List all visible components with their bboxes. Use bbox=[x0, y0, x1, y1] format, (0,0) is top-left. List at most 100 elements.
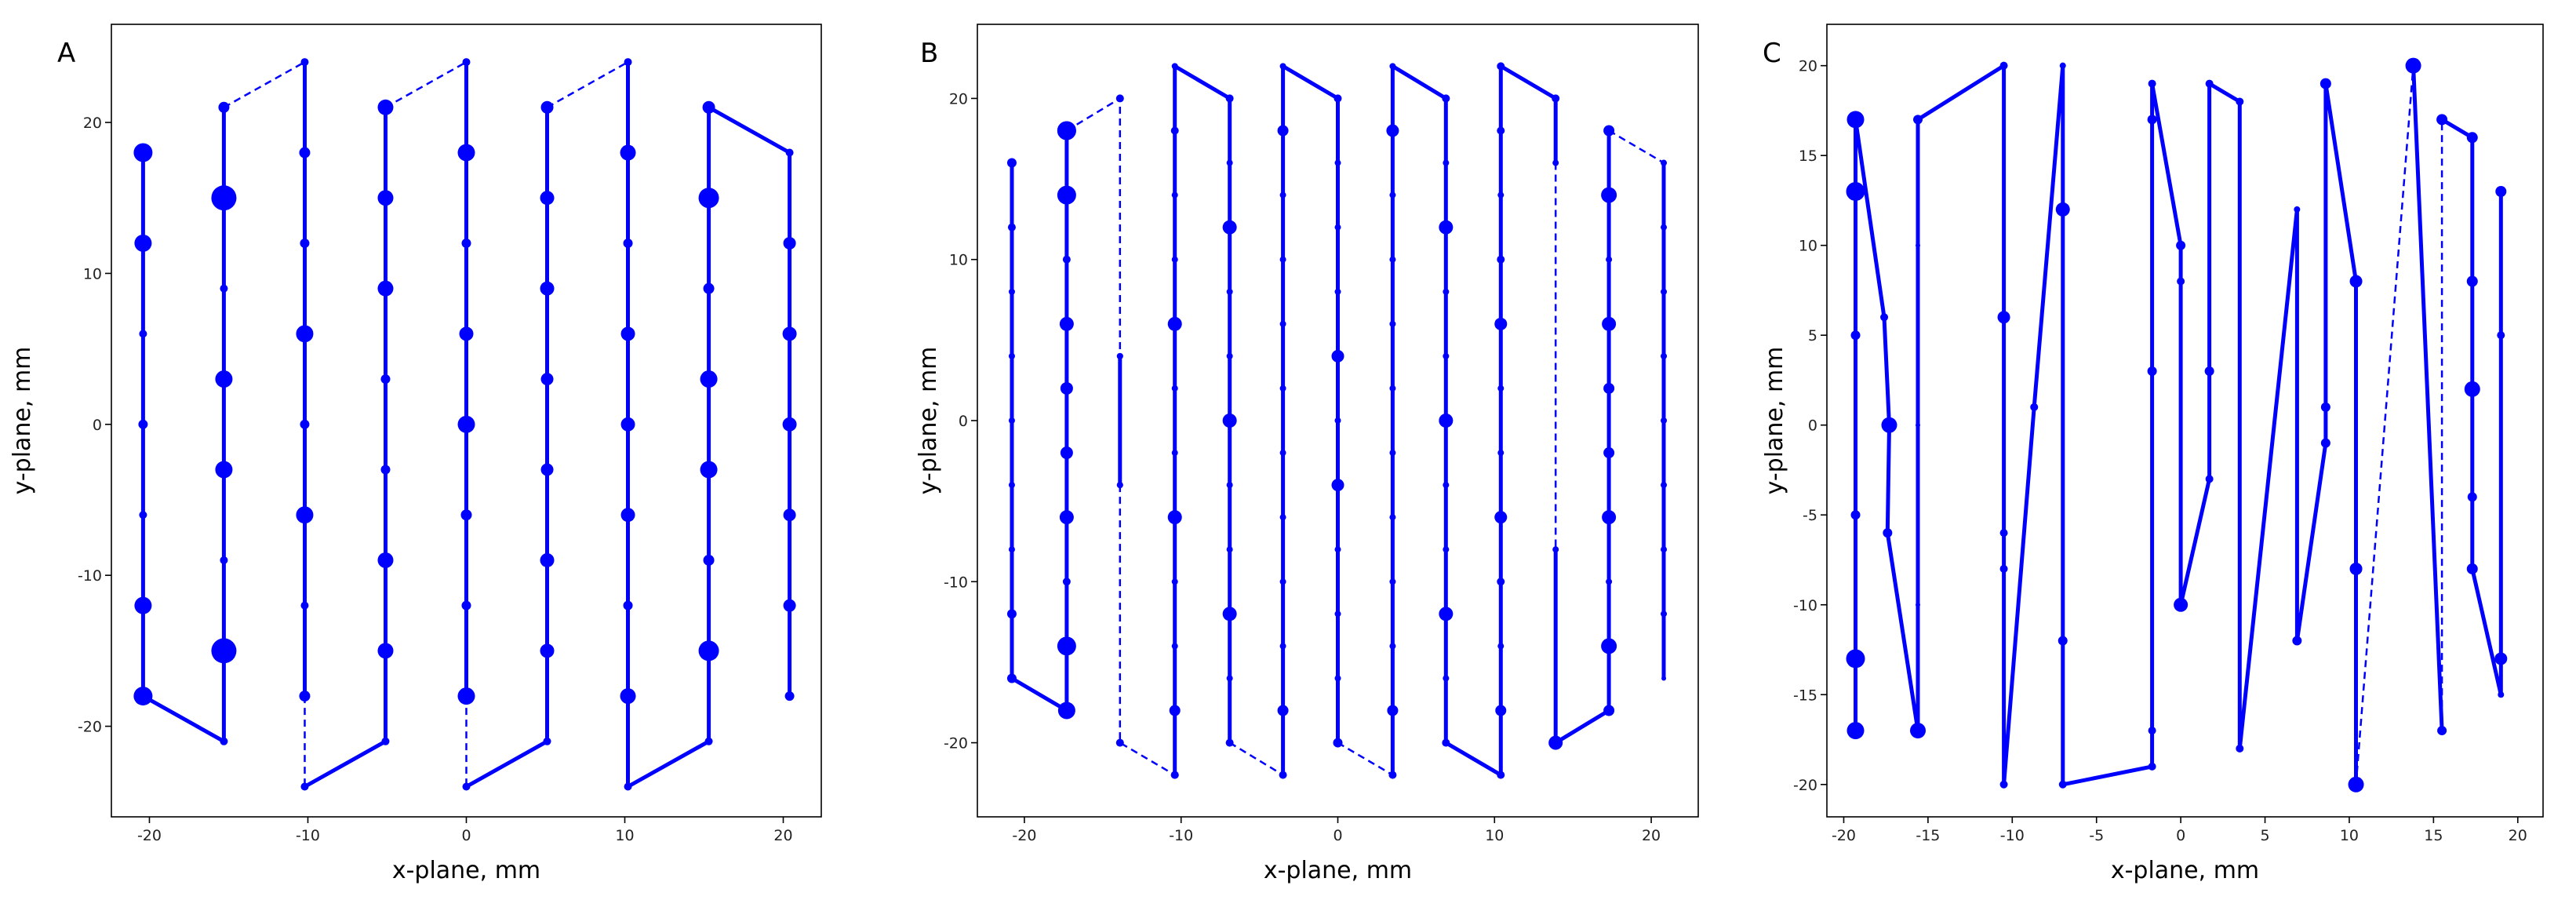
scan-point bbox=[1170, 126, 1179, 135]
scan-point bbox=[1062, 255, 1071, 264]
scan-point bbox=[783, 508, 796, 522]
scan-point bbox=[1389, 320, 1396, 327]
scan-point bbox=[1171, 578, 1178, 585]
x-tick-label: 15 bbox=[2424, 827, 2443, 844]
scan-point bbox=[2437, 726, 2447, 736]
scan-point bbox=[1334, 675, 1341, 682]
scan-point bbox=[2148, 727, 2156, 735]
scan-point bbox=[215, 461, 233, 479]
y-tick-label: 0 bbox=[959, 413, 968, 430]
scan-point bbox=[1916, 242, 1921, 248]
scan-point bbox=[1006, 673, 1017, 683]
scan-point bbox=[2405, 57, 2421, 74]
scan-point bbox=[1442, 94, 1450, 103]
x-axis-label: x-plane, mm bbox=[1264, 857, 1412, 884]
scan-point bbox=[1279, 514, 1286, 521]
scan-point bbox=[1552, 159, 1559, 166]
scan-point bbox=[698, 188, 719, 209]
scan-point bbox=[1846, 111, 1865, 129]
y-tick-label: -10 bbox=[1793, 597, 1817, 614]
y-tick-label: -20 bbox=[944, 735, 968, 752]
scan-point bbox=[2495, 185, 2507, 197]
scan-point bbox=[623, 600, 633, 610]
scan-point bbox=[377, 99, 394, 115]
scan-point bbox=[1167, 316, 1182, 331]
scan-point bbox=[134, 596, 152, 614]
scan-point bbox=[1601, 638, 1617, 654]
x-tick-label: 20 bbox=[773, 827, 792, 844]
scan-point bbox=[1443, 482, 1450, 489]
x-tick-label: 10 bbox=[615, 827, 634, 844]
scan-point bbox=[1606, 256, 1613, 263]
scan-point bbox=[1661, 224, 1668, 231]
scan-point bbox=[1443, 675, 1450, 682]
scan-point bbox=[1548, 735, 1563, 750]
plot-frame bbox=[1826, 24, 2544, 818]
scan-point bbox=[1059, 316, 1074, 331]
y-tick-label: 15 bbox=[1799, 148, 1817, 165]
scan-point bbox=[211, 638, 237, 664]
scan-point bbox=[1495, 705, 1507, 716]
scan-point bbox=[1057, 701, 1075, 720]
scan-point bbox=[1333, 94, 1342, 103]
scan-point bbox=[2147, 115, 2157, 125]
scan-point bbox=[540, 281, 555, 296]
scan-point bbox=[220, 737, 228, 745]
scan-point bbox=[1881, 417, 1897, 433]
scan-point bbox=[1331, 349, 1344, 363]
x-tick-label: 0 bbox=[461, 827, 471, 844]
scan-point bbox=[1226, 482, 1233, 489]
y-tick-label: -5 bbox=[1803, 507, 1817, 524]
scan-point bbox=[211, 185, 237, 211]
scan-point bbox=[1661, 676, 1667, 681]
scan-point bbox=[2466, 132, 2478, 144]
scan-point bbox=[1277, 705, 1289, 716]
scan-point bbox=[1171, 191, 1178, 199]
scan-point bbox=[1115, 738, 1124, 747]
scan-point bbox=[1331, 479, 1344, 492]
scan-point bbox=[2030, 403, 2039, 411]
scan-point bbox=[2464, 381, 2480, 397]
scan-point bbox=[2177, 277, 2185, 286]
panel: -20 -10 0 10 20 -20 -10 0 10 20 x-plane, mm y-plane… bbox=[915, 24, 1699, 884]
scan-point bbox=[1279, 578, 1286, 585]
scan-point bbox=[1333, 738, 1343, 748]
scan-point bbox=[1059, 510, 1074, 525]
scan-point bbox=[540, 373, 554, 386]
y-axis-label: y-plane, mm bbox=[1761, 347, 1788, 495]
scan-point bbox=[1497, 771, 1505, 779]
scan-point bbox=[381, 737, 390, 745]
y-tick-label: 0 bbox=[93, 417, 102, 434]
scan-point bbox=[698, 640, 719, 661]
y-tick-label: -20 bbox=[1793, 777, 1817, 794]
scan-point bbox=[457, 687, 475, 705]
scan-point bbox=[1171, 256, 1178, 263]
scan-point bbox=[462, 782, 471, 791]
x-tick-label: 10 bbox=[1485, 827, 1504, 844]
panel: -20 -15 -10 -5 0 5 10 15 20 -20 -15 -10 -5 0 5 10 15 20 x-… bbox=[1761, 24, 2544, 884]
scan-point bbox=[1999, 529, 2008, 537]
scan-point bbox=[1439, 220, 1454, 235]
scan-point bbox=[1439, 414, 1454, 428]
x-tick-label: 20 bbox=[1642, 827, 1661, 844]
scan-point bbox=[540, 191, 555, 206]
scan-path bbox=[2411, 65, 2444, 731]
scan-point bbox=[1279, 191, 1286, 199]
scan-point bbox=[2498, 691, 2505, 698]
scan-point bbox=[1846, 181, 1865, 201]
scan-point bbox=[461, 238, 471, 248]
scan-point bbox=[1661, 417, 1668, 424]
dashed-path bbox=[546, 61, 629, 108]
y-tick-label: 20 bbox=[83, 115, 102, 132]
scan-point bbox=[783, 236, 796, 250]
scan-point bbox=[1279, 643, 1286, 650]
scan-point bbox=[1846, 722, 1865, 740]
x-tick-label: -20 bbox=[1012, 827, 1036, 844]
scan-point bbox=[2292, 636, 2302, 646]
scan-point bbox=[1603, 447, 1615, 459]
scan-point bbox=[620, 688, 636, 705]
scan-point bbox=[1116, 352, 1123, 359]
scan-point bbox=[1279, 771, 1287, 779]
scan-path bbox=[2440, 118, 2503, 697]
